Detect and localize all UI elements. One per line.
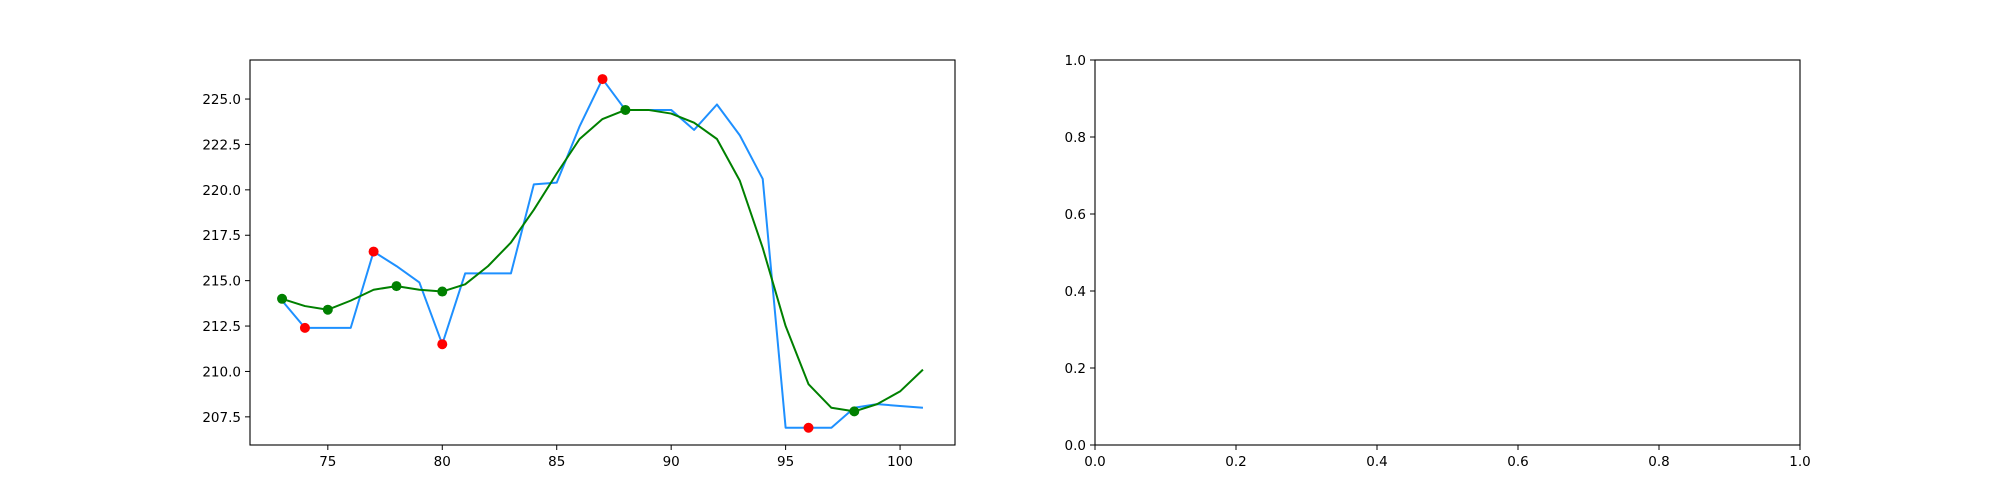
left-marker-1-4 bbox=[620, 104, 631, 115]
left-marker-1-5 bbox=[849, 406, 860, 417]
right-x-tick-label-4: 0.8 bbox=[1648, 454, 1669, 470]
left-marker-0-3 bbox=[597, 74, 608, 85]
left-marker-1-1 bbox=[322, 304, 333, 315]
left-x-tick-label-0: 75 bbox=[319, 454, 336, 470]
left-x-tick-label-2: 85 bbox=[548, 454, 565, 470]
right-y-tick-label-2: 0.4 bbox=[1065, 284, 1086, 300]
left-y-tick-label-3: 215.0 bbox=[202, 274, 241, 290]
right-x-tick-label-0: 0.0 bbox=[1084, 454, 1105, 470]
left-x-tick-label-1: 80 bbox=[434, 454, 451, 470]
left-marker-0-2 bbox=[437, 339, 448, 350]
right-y-tick-label-4: 0.8 bbox=[1065, 130, 1086, 146]
left-y-tick-label-4: 217.5 bbox=[202, 228, 241, 244]
left-plot-area bbox=[250, 60, 955, 445]
right-x-tick-label-5: 1.0 bbox=[1789, 454, 1810, 470]
left-y-tick-label-6: 222.5 bbox=[202, 137, 241, 153]
left-y-tick-label-5: 220.0 bbox=[202, 183, 241, 199]
right-plot-area bbox=[1095, 60, 1800, 445]
right-axes-frame bbox=[1094, 59, 1801, 446]
left-marker-0-1 bbox=[368, 246, 379, 257]
left-y-tick-label-7: 225.0 bbox=[202, 92, 241, 108]
left-marker-0-4 bbox=[803, 422, 814, 433]
right-y-tick-label-0: 0.0 bbox=[1065, 438, 1086, 454]
left-marker-1-2 bbox=[391, 281, 402, 292]
left-y-tick-label-0: 207.5 bbox=[202, 410, 241, 426]
right-y-tick-label-1: 0.2 bbox=[1065, 361, 1086, 377]
right-x-tick-label-3: 0.6 bbox=[1507, 454, 1528, 470]
left-x-tick-label-5: 100 bbox=[887, 454, 913, 470]
left-marker-1-3 bbox=[437, 286, 448, 297]
right-empty-chart: 0.0 0.2 0.4 0.6 0.8 1.0 0.0 0.2 0.4 0.6 0.8 1.0 bbox=[1065, 53, 1811, 470]
left-series-line-1 bbox=[281, 108, 924, 413]
left-line-chart: 75 80 85 90 95 100 207.5 210.0 212.5 215.0 217.5 22… bbox=[202, 59, 956, 470]
left-marker-1-0 bbox=[277, 293, 288, 304]
left-x-tick-label-4: 95 bbox=[777, 454, 794, 470]
left-marker-0-0 bbox=[299, 322, 310, 333]
left-y-tick-label-1: 210.0 bbox=[202, 364, 241, 380]
right-x-tick-label-1: 0.2 bbox=[1225, 454, 1246, 470]
left-y-tick-label-2: 212.5 bbox=[202, 319, 241, 335]
right-x-tick-label-2: 0.4 bbox=[1366, 454, 1387, 470]
right-y-tick-label-5: 1.0 bbox=[1065, 53, 1086, 69]
left-axes-frame bbox=[249, 59, 956, 446]
right-y-tick-label-3: 0.6 bbox=[1065, 207, 1086, 223]
left-x-tick-label-3: 90 bbox=[663, 454, 680, 470]
